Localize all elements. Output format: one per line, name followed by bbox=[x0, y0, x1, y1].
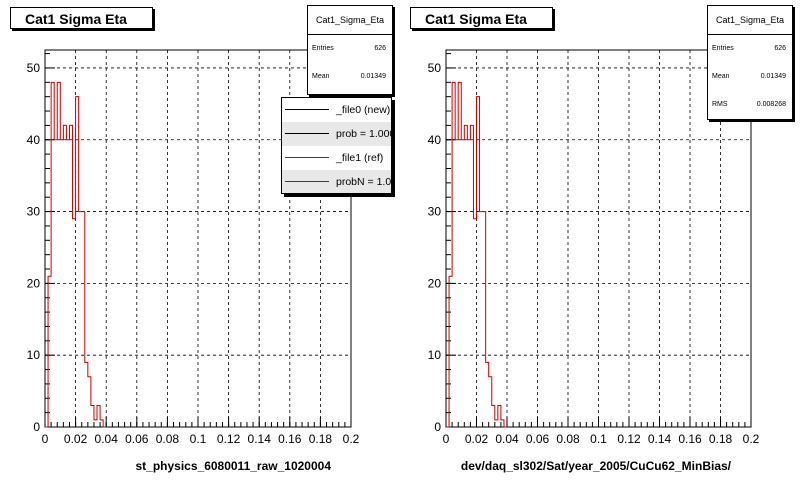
stats-label: Entries bbox=[712, 45, 734, 52]
left-legend: _file0 (new) prob = 1.000000 _file1 (ref… bbox=[281, 97, 392, 194]
right-stats-row-entries: Entries 626 bbox=[708, 35, 792, 63]
right-panel-title-text: Cat1 Sigma Eta bbox=[425, 11, 527, 27]
x-tick-label: 0.1 bbox=[190, 432, 207, 446]
x-tick-label: 0.2 bbox=[343, 432, 360, 446]
x-axis-label: st_physics_6080011_raw_1020004 bbox=[135, 459, 331, 473]
right-stats-box: Cat1_Sigma_Eta Entries 626 Mean 0.01349 … bbox=[707, 5, 793, 120]
stats-label: Mean bbox=[312, 73, 330, 80]
y-tick-label: 50 bbox=[428, 61, 442, 75]
stats-value: 0.01349 bbox=[360, 73, 386, 80]
left-stats-box: Cat1_Sigma_Eta Entries 626 Mean 0.01349 bbox=[307, 5, 393, 95]
y-tick-label: 40 bbox=[428, 133, 442, 147]
left-stats-row-mean: Mean 0.01349 bbox=[308, 63, 392, 91]
histogram-panel-1: 0 0.02 0.04 0.06 0.08 0.1 0.12 0.14 0.16 0.18 0.2 0… bbox=[27, 49, 360, 473]
right-stats-row-rms: RMS 0.008268 bbox=[708, 91, 792, 119]
legend-entry-file1: _file1 (ref) bbox=[282, 146, 391, 170]
right-stats-row-mean: Mean 0.01349 bbox=[708, 63, 792, 91]
legend-swatch-red bbox=[285, 181, 329, 182]
x-tick-label: 0.18 bbox=[709, 432, 733, 446]
y-tick-label: 30 bbox=[27, 205, 41, 219]
y-tick-label: 0 bbox=[434, 420, 441, 434]
left-panel-title: Cat1 Sigma Eta bbox=[10, 7, 153, 29]
y-tick-label: 0 bbox=[33, 420, 40, 434]
y-tick-label: 40 bbox=[27, 133, 41, 147]
legend-label: prob = 1.000000 bbox=[336, 128, 391, 140]
y-tick-label: 20 bbox=[27, 276, 41, 290]
legend-swatch-black bbox=[285, 133, 329, 134]
x-tick-label: 0.12 bbox=[217, 432, 241, 446]
x-tick-label: 0.06 bbox=[526, 432, 550, 446]
stats-value: 0.008268 bbox=[756, 101, 786, 108]
x-tick-label: 0.02 bbox=[465, 432, 489, 446]
right-panel-title: Cat1 Sigma Eta bbox=[410, 7, 553, 29]
stats-label: Entries bbox=[312, 45, 334, 52]
left-stats-name: Cat1_Sigma_Eta bbox=[308, 6, 392, 35]
stats-label: RMS bbox=[712, 101, 728, 108]
legend-label: _file1 (ref) bbox=[336, 152, 384, 164]
x-tick-label: 0.14 bbox=[648, 432, 672, 446]
x-tick-label: 0.16 bbox=[278, 432, 302, 446]
x-tick-label: 0.16 bbox=[678, 432, 702, 446]
x-tick-label: 0.2 bbox=[743, 432, 760, 446]
legend-swatch-black bbox=[285, 109, 329, 110]
x-tick-label: 0.08 bbox=[556, 432, 580, 446]
y-tick-label: 20 bbox=[428, 276, 442, 290]
y-tick-label: 10 bbox=[27, 348, 41, 362]
stats-value: 626 bbox=[374, 45, 386, 52]
legend-entry-prob: prob = 1.000000 bbox=[282, 122, 391, 146]
x-tick-label: 0.06 bbox=[125, 432, 149, 446]
legend-label: probN = 1.000000 bbox=[336, 176, 392, 188]
left-panel-title-text: Cat1 Sigma Eta bbox=[25, 11, 127, 27]
right-stats-name: Cat1_Sigma_Eta bbox=[708, 6, 792, 35]
legend-swatch-red bbox=[285, 157, 329, 158]
x-tick-label: 0.08 bbox=[156, 432, 180, 446]
legend-entry-probn: probN = 1.000000 bbox=[282, 170, 392, 193]
stats-value: 0.01349 bbox=[760, 73, 786, 80]
y-tick-label: 50 bbox=[27, 61, 41, 75]
x-tick-label: 0 bbox=[42, 432, 49, 446]
x-tick-label: 0.1 bbox=[590, 432, 607, 446]
histogram-series-line bbox=[45, 81, 107, 428]
legend-label: _file0 (new) bbox=[336, 104, 391, 116]
x-tick-label: 0 bbox=[443, 432, 450, 446]
x-tick-label: 0.14 bbox=[248, 432, 272, 446]
stats-label: Mean bbox=[712, 73, 730, 80]
x-axis-label: dev/daq_sl302/Sat/year_2005/CuCu62_MinBi… bbox=[461, 459, 732, 473]
x-tick-label: 0.18 bbox=[309, 432, 333, 446]
stats-value: 626 bbox=[774, 45, 786, 52]
x-tick-label: 0.12 bbox=[617, 432, 641, 446]
histogram-series-line bbox=[446, 81, 507, 428]
y-tick-label: 10 bbox=[428, 348, 442, 362]
x-tick-label: 0.04 bbox=[495, 432, 519, 446]
x-tick-label: 0.04 bbox=[95, 432, 119, 446]
x-tick-label: 0.02 bbox=[64, 432, 88, 446]
y-tick-label: 30 bbox=[428, 205, 442, 219]
left-stats-row-entries: Entries 626 bbox=[308, 35, 392, 63]
legend-entry-file0: _file0 (new) bbox=[282, 98, 391, 122]
